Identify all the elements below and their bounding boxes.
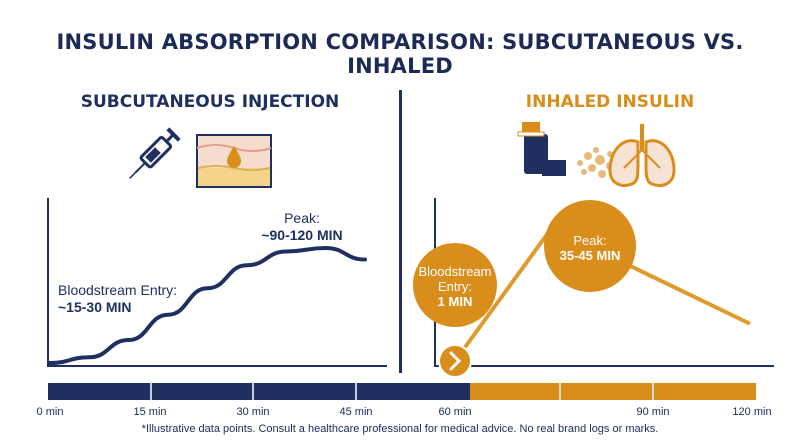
subcutaneous-x-axis (47, 365, 387, 367)
tick-label-90: 90 min (636, 406, 670, 418)
inhaled-entry-label-2: Entry: (438, 279, 472, 294)
skin-layer-icon (196, 134, 272, 188)
chevron-right-icon (449, 351, 462, 371)
syringe-icon (129, 127, 181, 179)
time-axis-bar (48, 383, 756, 400)
tick-label-60: 60 min (438, 406, 472, 418)
inhaled-entry-value: 1 MIN (437, 294, 473, 309)
subcutaneous-entry-value: ~15-30 MIN (58, 299, 132, 315)
inhaled-entry-annotation: Bloodstream Entry: 1 MIN (413, 264, 497, 309)
timeline-inhaled-segment (470, 383, 756, 400)
subcutaneous-entry-label: Bloodstream Entry: (58, 282, 178, 298)
tick-label-120: 120 min (732, 406, 772, 418)
tick-label-0: 0 min (36, 406, 64, 418)
tick-label-30: 30 min (236, 406, 270, 418)
inhaled-peak-value: 35-45 MIN (559, 248, 621, 263)
inhaled-peak-bubble (544, 200, 636, 292)
subcutaneous-peak-annotation: Peak: ~90-120 MIN (252, 210, 352, 244)
subcutaneous-entry-annotation: Bloodstream Entry: ~15-30 MIN (58, 282, 177, 316)
subcutaneous-peak-label: Peak: (284, 210, 320, 226)
inhaled-x-axis (434, 365, 774, 367)
tick-label-15: 15 min (133, 406, 167, 418)
inhaled-panel-title: INHALED INSULIN (525, 92, 695, 112)
subcutaneous-y-axis (47, 198, 49, 366)
tick-label-45: 45 min (339, 406, 373, 418)
inhaled-peak-label: Peak: (573, 233, 607, 248)
lungs-icon (608, 124, 676, 187)
subcutaneous-peak-value: ~90-120 MIN (261, 227, 343, 243)
inhaled-entry-label-1: Bloodstream (418, 264, 492, 279)
page-title: INSULIN ABSORPTION COMPARISON: SUBCUTANE… (56, 30, 744, 78)
footnote: *Illustrative data points. Consult a hea… (141, 423, 659, 435)
inhaled-peak-annotation: Peak: 35-45 MIN (545, 233, 635, 263)
inhaled-start-marker (438, 344, 472, 378)
subcutaneous-panel-title: SUBCUTANEOUS INJECTION (80, 92, 340, 112)
subcutaneous-absorption-curve (48, 245, 367, 365)
panel-divider (399, 90, 402, 373)
inhaled-entry-bubble (413, 243, 497, 327)
timeline-subcutaneous-segment (48, 383, 470, 400)
inhaler-icon (517, 122, 566, 176)
